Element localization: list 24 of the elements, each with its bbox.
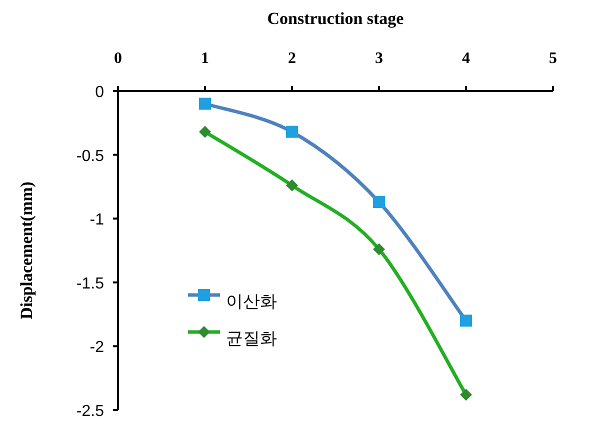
point — [199, 126, 211, 138]
point — [199, 98, 211, 110]
point — [460, 314, 472, 327]
y-tick-label: -2 — [90, 339, 104, 356]
x-tick-label: 4 — [462, 50, 470, 67]
x-tick-label: 5 — [549, 50, 557, 67]
point — [460, 388, 472, 401]
y-axis-title: Displacement(mm) — [17, 182, 36, 320]
x-tick-label: 0 — [114, 50, 122, 67]
point — [286, 179, 298, 192]
y-tick-label: -2.5 — [76, 403, 104, 420]
legend-label: 이산화 — [226, 292, 277, 311]
point — [373, 243, 385, 256]
y-tick-label: 0 — [95, 84, 104, 101]
x-axis-title: Construction stage — [267, 9, 404, 28]
point — [373, 196, 385, 208]
y-tick-label: -1.5 — [76, 275, 104, 292]
point — [286, 126, 298, 138]
x-tick-label: 2 — [288, 50, 296, 67]
legend-label: 균질화 — [226, 329, 277, 348]
x-tick-label: 3 — [375, 50, 383, 67]
y-tick-label: -0.5 — [76, 148, 104, 165]
y-tick-label: -1 — [90, 212, 104, 229]
x-tick-label: 1 — [201, 50, 209, 67]
